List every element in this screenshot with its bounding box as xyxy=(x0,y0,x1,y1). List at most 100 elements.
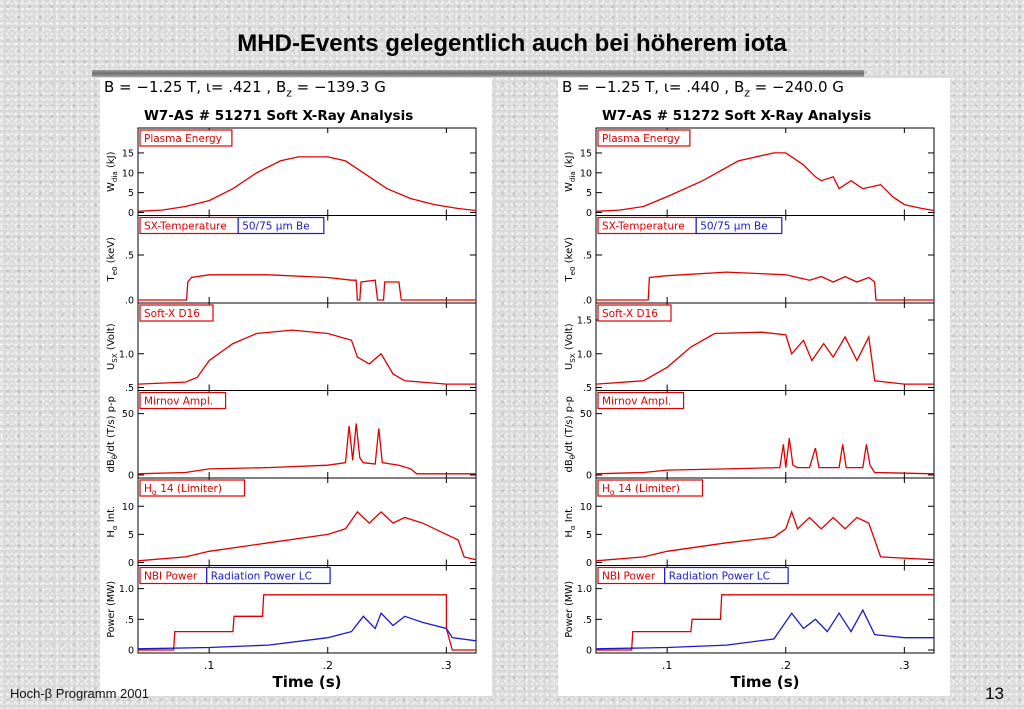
xtick-label: .2 xyxy=(781,659,792,672)
ytick-label: 5 xyxy=(586,530,592,541)
xtick-label: .2 xyxy=(323,659,334,672)
label-text-0: Soft-X D16 xyxy=(602,308,658,320)
title-underline-bar xyxy=(92,70,864,77)
label-box xyxy=(139,391,227,410)
slide-title: MHD-Events gelegentlich auch bei höherem… xyxy=(237,30,787,57)
footer-text: Hoch-β Programm 2001 xyxy=(10,686,149,701)
ylabel: Te0 (keV) xyxy=(564,237,577,283)
label-box xyxy=(139,304,214,322)
ytick-label: 0 xyxy=(128,208,134,219)
label-text-1: Radiation Power LC xyxy=(669,571,770,583)
xtick-label: .1 xyxy=(662,659,673,672)
label-text-0: Plasma Energy xyxy=(602,133,680,145)
ytick-label: 0 xyxy=(128,646,134,657)
label-box xyxy=(597,304,672,322)
ytick-label: 50 xyxy=(580,409,592,420)
label-text-0: Mirnov Ampl. xyxy=(602,396,671,408)
ytick-label: .5 xyxy=(125,251,134,262)
ytick-label: 15 xyxy=(122,148,134,159)
chart-title: W7-AS # 51271 Soft X-Ray Analysis xyxy=(144,108,413,124)
ytick-label: 15 xyxy=(580,148,592,159)
ylabel: Hα Int. xyxy=(564,506,577,538)
ytick-label: .5 xyxy=(583,251,592,262)
ytick-label: .5 xyxy=(125,615,134,626)
label-text-0: Hα 14 (Limiter) xyxy=(144,483,222,497)
ytick-label: 0 xyxy=(128,471,134,482)
ytick-label: .5 xyxy=(583,383,592,394)
series-line-0 xyxy=(137,510,477,562)
shot-51271-chart: B = −1.25 T, ι= .421 , Bz = −139.3 G W7-A… xyxy=(104,78,477,691)
series-line-0 xyxy=(595,438,935,475)
ytick-label: 10 xyxy=(580,502,592,513)
label-box xyxy=(206,566,331,585)
series-line-0 xyxy=(137,329,476,385)
xtick-label: .1 xyxy=(204,659,215,672)
label-box xyxy=(597,479,704,497)
shot-51272-figure: B = −1.25 T, ι= .440 , Bz = −240.0 G W7-A… xyxy=(558,78,950,696)
label-text-1: Radiation Power LC xyxy=(211,571,312,583)
label-text-0: NBI Power xyxy=(602,571,656,583)
ytick-label: 1.0 xyxy=(119,349,134,360)
series-line-0 xyxy=(595,509,935,562)
subplot-1: .0 .5 Te0 (keV) SX-Temperature 50/75 μm Be xyxy=(106,215,477,307)
ylabel: USX (Volt) xyxy=(564,323,577,370)
label-box xyxy=(597,391,685,410)
label-box xyxy=(237,216,325,235)
ylabel: USX (Volt) xyxy=(106,323,119,370)
label-text-0: SX-Temperature xyxy=(144,221,227,233)
series-line-0 xyxy=(138,274,476,301)
header-params: B = −1.25 T, ι= .421 , Bz = −139.3 G xyxy=(104,78,386,100)
ytick-label: 5 xyxy=(128,530,134,541)
label-text-0: SX-Temperature xyxy=(602,221,685,233)
ytick-label: 10 xyxy=(122,502,134,513)
series-line-0 xyxy=(137,156,477,212)
label-text-1: 50/75 μm Be xyxy=(700,221,768,233)
xlabel: Time (s) xyxy=(730,673,799,691)
series-line-0 xyxy=(596,594,934,651)
ylabel: Wdia (kJ) xyxy=(564,151,577,192)
ylabel: Power (MW) xyxy=(564,581,575,638)
subplot-frame xyxy=(595,565,935,654)
ytick-label: 0 xyxy=(586,646,592,657)
series-line-0 xyxy=(595,152,935,212)
ytick-label: 0 xyxy=(128,558,134,569)
ytick-label: 1.0 xyxy=(577,584,592,595)
series-line-1 xyxy=(137,612,477,650)
ytick-label: .0 xyxy=(583,296,592,307)
series-line-1 xyxy=(595,608,934,650)
series-line-0 xyxy=(138,594,476,651)
shot-51272-chart: B = −1.25 T, ι= .440 , Bz = −240.0 G W7-A… xyxy=(562,78,935,691)
ytick-label: 1.0 xyxy=(577,349,592,360)
shot-51271-figure: B = −1.25 T, ι= .421 , Bz = −139.3 G W7-A… xyxy=(100,78,492,696)
ytick-label: 0 xyxy=(586,471,592,482)
label-text-1: 50/75 μm Be xyxy=(242,221,310,233)
ylabel: dBθ/dt (T/s) p-p xyxy=(106,396,119,472)
label-text-0: Hα 14 (Limiter) xyxy=(602,483,680,497)
label-box xyxy=(139,479,246,497)
label-text-0: Mirnov Ampl. xyxy=(144,396,213,408)
ytick-label: 1.5 xyxy=(577,316,592,327)
ylabel: Te0 (keV) xyxy=(106,237,119,283)
ytick-label: 0 xyxy=(586,208,592,219)
xtick-label: .3 xyxy=(899,659,910,672)
subplot-1: .0 .5 Te0 (keV) SX-Temperature 50/75 μm Be xyxy=(564,215,935,307)
page-number: 13 xyxy=(985,684,1004,703)
ytick-label: 5 xyxy=(128,188,134,199)
header-params: B = −1.25 T, ι= .440 , Bz = −240.0 G xyxy=(562,78,844,100)
ytick-label: 0 xyxy=(586,558,592,569)
label-text-0: NBI Power xyxy=(144,571,198,583)
ylabel: Wdia (kJ) xyxy=(106,151,119,192)
ytick-label: 5 xyxy=(586,188,592,199)
ytick-label: .5 xyxy=(583,615,592,626)
ylabel: Power (MW) xyxy=(106,581,117,638)
ylabel: dBθ/dt (T/s) p-p xyxy=(564,396,577,472)
ytick-label: 10 xyxy=(122,168,134,179)
